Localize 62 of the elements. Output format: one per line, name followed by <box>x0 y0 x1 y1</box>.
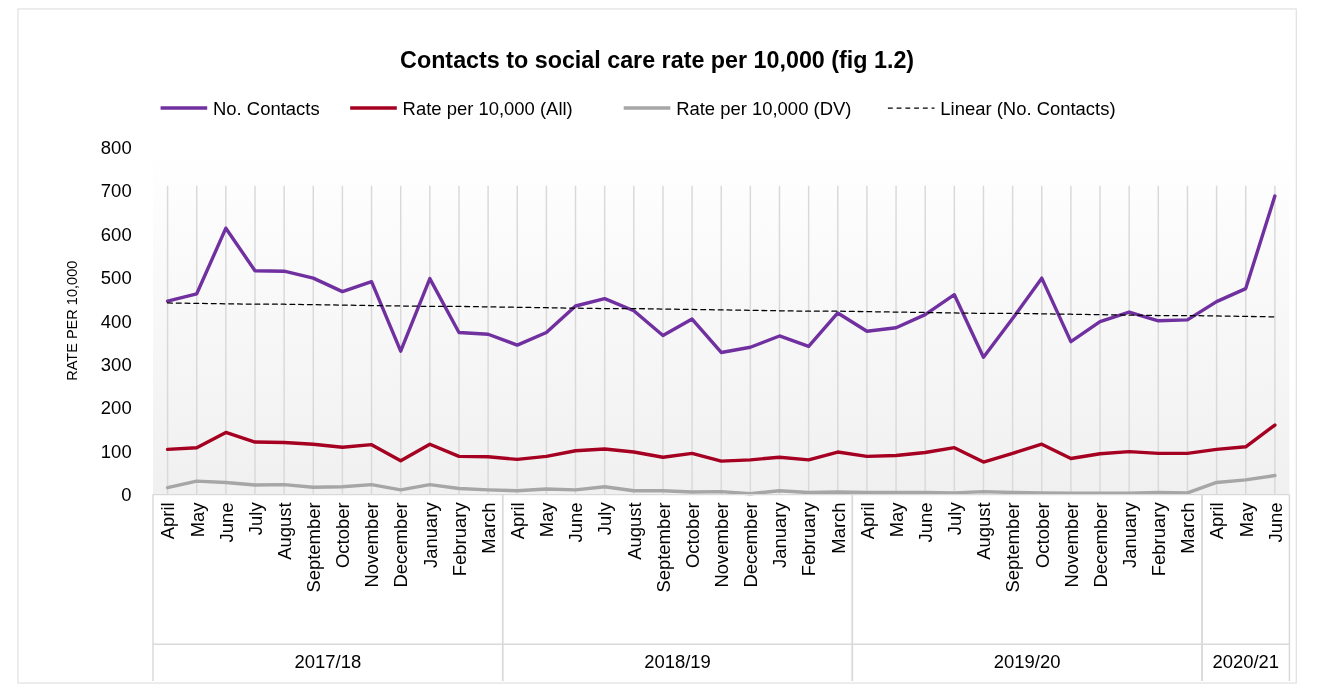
x-tick-label: March <box>1177 502 1199 554</box>
x-tick-label: February <box>1148 501 1170 577</box>
x-tick-label: October <box>681 502 703 568</box>
x-tick-label: January <box>419 501 441 568</box>
x-tick-label: November <box>361 502 383 588</box>
x-tick-label: November <box>1060 502 1082 588</box>
x-tick-label: September <box>1002 502 1024 593</box>
y-tick-label: 800 <box>100 136 132 158</box>
x-tick-label: February <box>448 501 470 577</box>
text: 2018/19 <box>644 651 711 673</box>
x-tick-label: February <box>798 501 820 577</box>
x-tick-label: September <box>652 502 674 593</box>
x-tick-label: August <box>623 502 645 560</box>
y-tick-label: 200 <box>100 397 132 419</box>
x-tick-label: March <box>477 502 499 554</box>
x-tick-label: June <box>1264 502 1286 543</box>
x-tick-label: October <box>332 502 354 568</box>
y-tick-label: 600 <box>100 223 132 245</box>
x-tick-label: July <box>944 501 966 536</box>
line-series <box>165 423 1277 464</box>
y-tick-label: 300 <box>100 354 132 376</box>
x-tick-label: May <box>536 501 558 538</box>
x-tick-label: March <box>827 502 849 554</box>
legend-label: Rate per 10,000 (DV) <box>676 97 852 119</box>
x-tick-label: April <box>1206 502 1228 540</box>
y-tick-label: 100 <box>100 440 132 462</box>
x-tick-label: June <box>215 502 237 543</box>
y-tick-label: 400 <box>100 310 132 332</box>
text: 2017/18 <box>294 651 362 673</box>
x-tick-label: May <box>885 501 907 538</box>
x-tick-label: April <box>157 502 179 540</box>
y-axis-title: RATE PER 10,000 <box>64 260 81 381</box>
text: 2019/20 <box>993 651 1061 673</box>
x-tick-label: September <box>303 502 325 593</box>
legend-label: Linear (No. Contacts) <box>940 97 1116 119</box>
line-series <box>165 473 1277 496</box>
x-tick-label: July <box>594 501 616 536</box>
x-tick-label: August <box>273 502 295 560</box>
legend-label: No. Contacts <box>213 97 320 119</box>
x-tick-label: April <box>507 502 529 540</box>
x-tick-label: January <box>769 501 791 568</box>
x-tick-label: November <box>711 502 733 588</box>
x-tick-label: December <box>740 502 762 588</box>
x-tick-label: April <box>856 502 878 540</box>
x-tick-label: May <box>186 501 208 538</box>
x-tick-label: October <box>1031 502 1053 568</box>
x-tick-label: January <box>1118 501 1140 568</box>
legend-label: Rate per 10,000 (All) <box>402 97 573 119</box>
y-tick-label: 700 <box>100 180 132 202</box>
text: 2020/21 <box>1212 651 1280 673</box>
y-tick-label: 0 <box>121 484 132 506</box>
x-tick-label: June <box>565 502 587 543</box>
x-tick-label: August <box>973 502 995 560</box>
line-series <box>166 302 1276 318</box>
x-tick-label: July <box>244 501 266 536</box>
x-tick-label: May <box>1235 501 1257 538</box>
x-tick-label: December <box>1089 502 1111 588</box>
x-tick-label: June <box>914 502 936 543</box>
line-series <box>165 194 1277 359</box>
x-tick-label: December <box>390 502 412 588</box>
chart-title: Contacts to social care rate per 10,000 (fig 1.2) <box>400 47 915 74</box>
y-tick-label: 500 <box>100 267 132 289</box>
